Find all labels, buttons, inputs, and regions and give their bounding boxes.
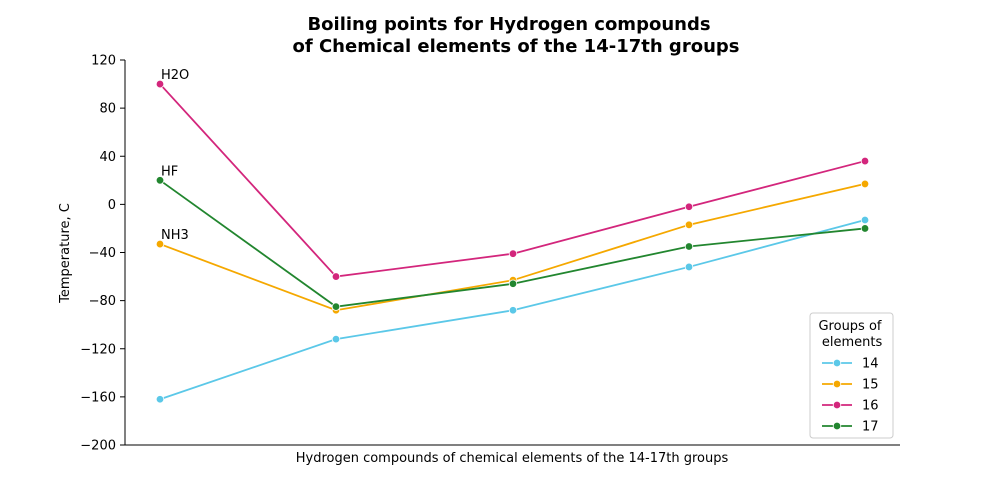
y-tick-label: −40	[89, 246, 116, 261]
legend-entry-label: 17	[862, 420, 879, 435]
data-point-series-16	[684, 202, 694, 211]
x-axis-label: Hydrogen compounds of chemical elements …	[296, 451, 729, 466]
legend-swatch-marker	[832, 358, 842, 368]
chart-title-line1: Boiling points for Hydrogen compounds	[307, 14, 710, 35]
series-lines	[159, 83, 866, 401]
data-point-series-17	[331, 302, 341, 311]
data-point-series-14	[860, 215, 870, 225]
data-point-series-16	[860, 156, 870, 166]
y-tick-label: −160	[80, 390, 116, 405]
annotation-label: H2O	[161, 68, 189, 83]
legend-title-line1: Groups of	[818, 319, 881, 334]
data-point-series-17	[684, 242, 694, 251]
data-point-series-15	[860, 179, 870, 189]
y-axis-ticks: 120 80 40 0 −40 −80 −120 −160 −200	[80, 54, 125, 454]
legend-title-line2: elements	[818, 335, 883, 350]
legend-entries: 14 15 16 17	[822, 357, 879, 435]
legend: Groups of elements 14 15 16 17	[809, 312, 894, 439]
data-point-series-14	[684, 262, 694, 272]
data-point-series-16	[331, 272, 341, 281]
y-tick-label: −120	[80, 342, 116, 357]
legend-entry-label: 14	[862, 357, 879, 372]
y-tick-label: 40	[99, 150, 116, 165]
data-point-series-14	[155, 395, 165, 404]
y-tick-label: −80	[89, 294, 116, 309]
legend-entry-label: 16	[862, 399, 879, 414]
data-point-series-16	[155, 79, 165, 89]
y-tick-label: 0	[108, 198, 116, 213]
annotation-label: NH3	[161, 228, 189, 243]
data-point-series-16	[508, 249, 518, 258]
series-line-15	[159, 183, 866, 312]
data-point-series-14	[508, 306, 518, 315]
legend-box	[809, 312, 894, 439]
data-point-series-17	[155, 176, 165, 185]
legend-entry-label: 15	[862, 378, 879, 393]
annotation-label: HF	[161, 164, 178, 179]
annotations: H2O HF NH3	[161, 68, 189, 243]
y-tick-label: 80	[99, 102, 116, 117]
data-point-series-15	[155, 239, 165, 249]
data-point-series-15	[684, 220, 694, 230]
data-point-series-14	[331, 334, 341, 344]
legend-swatch-marker	[832, 379, 842, 389]
data-point-series-17	[508, 279, 518, 288]
y-tick-label: 120	[91, 54, 116, 69]
series-points	[155, 79, 870, 404]
legend-swatch-marker	[832, 421, 842, 431]
chart-title-line2: of Chemical elements of the 14-17th grou…	[293, 36, 740, 57]
data-point-series-17	[860, 224, 870, 233]
y-axis-label: Temperature, C	[58, 203, 73, 304]
y-tick-label: −200	[80, 439, 116, 454]
legend-swatch-marker	[832, 400, 842, 410]
